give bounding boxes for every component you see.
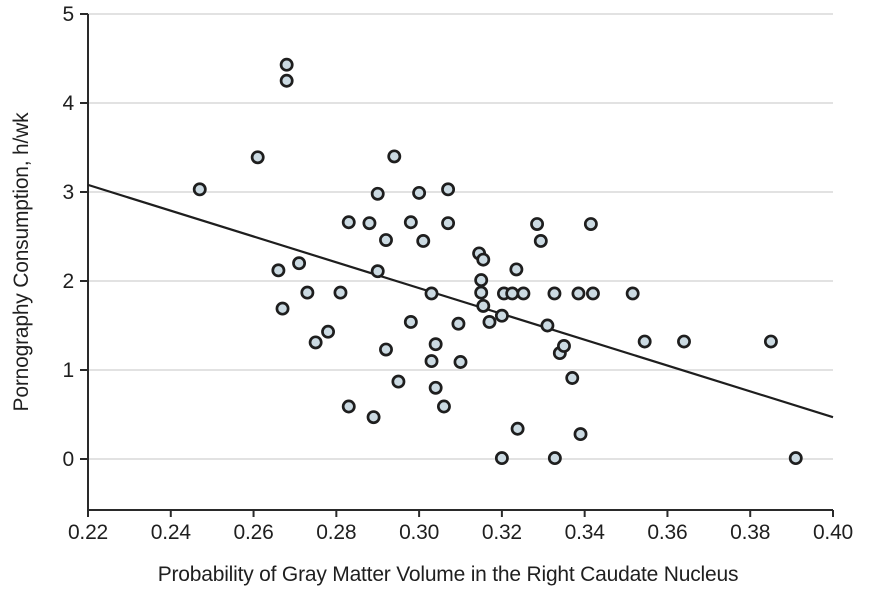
data-point-marker <box>308 335 323 350</box>
data-point-marker <box>509 262 524 277</box>
regression-line <box>87 183 834 419</box>
data-point-marker <box>547 451 562 466</box>
data-point-marker <box>370 264 385 279</box>
x-tick-label-0.4: 0.40 <box>813 521 853 544</box>
data-point-marker <box>279 73 294 88</box>
data-point-marker <box>192 182 207 197</box>
data-point-marker <box>424 354 439 369</box>
data-point-marker <box>441 216 456 231</box>
data-point-marker <box>516 286 531 301</box>
gridlines <box>88 13 833 460</box>
data-point-marker <box>436 399 451 414</box>
data-point-marker <box>379 342 393 357</box>
data-point-marker <box>482 314 497 329</box>
y-tick-label-3: 3 <box>63 181 74 204</box>
data-point-marker <box>547 286 562 301</box>
x-tick-label-0.24: 0.24 <box>151 521 192 544</box>
data-point-marker <box>510 421 525 436</box>
data-point-marker <box>453 355 468 369</box>
data-point-marker <box>366 410 381 425</box>
data-point-marker <box>505 286 520 301</box>
tick-labels: 0 1 2 3 4 5 0.22 0.24 0.26 0.28 0.30 0.32 0.34 0.36 0.… <box>63 3 854 544</box>
data-point-marker <box>451 316 466 331</box>
x-tick-label-0.22: 0.22 <box>68 521 108 544</box>
data-point-marker <box>279 57 294 72</box>
data-point-marker <box>530 217 545 231</box>
data-point-marker <box>788 451 803 466</box>
data-point-marker <box>250 150 265 165</box>
data-point-marker <box>333 285 348 300</box>
data-point-marker <box>474 273 489 288</box>
data-point-marker <box>763 334 778 349</box>
data-point-marker <box>476 252 491 267</box>
data-point-marker <box>416 233 431 248</box>
data-point-marker <box>341 399 356 414</box>
data-point-marker <box>573 427 588 442</box>
y-axis-title: Pornography Consumption, h/wk <box>10 112 33 412</box>
data-point-marker <box>391 374 406 389</box>
x-tick-label-0.28: 0.28 <box>316 521 356 544</box>
x-tick-label-0.34: 0.34 <box>565 521 606 544</box>
y-tick-label-5: 5 <box>63 3 74 26</box>
data-point-marker <box>557 339 571 353</box>
data-point-marker <box>387 149 402 164</box>
data-point-marker <box>533 233 548 248</box>
y-tick-label-0: 0 <box>63 448 74 471</box>
x-tick-label-0.3: 0.30 <box>399 521 439 544</box>
data-point-marker <box>571 286 586 301</box>
x-tick-label-0.38: 0.38 <box>730 521 770 544</box>
data-point-marker <box>271 263 286 278</box>
data-point-marker <box>494 451 509 466</box>
tick-marks <box>80 13 834 517</box>
data-point-marker <box>441 182 456 197</box>
data-point-marker <box>341 215 356 230</box>
data-point-marker <box>292 256 307 271</box>
x-tick-label-0.36: 0.36 <box>647 521 687 544</box>
x-tick-label-0.32: 0.32 <box>482 521 522 544</box>
data-point-marker <box>540 318 555 333</box>
data-point-marker <box>403 314 418 329</box>
trend-line <box>87 183 834 419</box>
y-tick-label-2: 2 <box>63 270 74 293</box>
data-point-marker <box>403 215 418 230</box>
data-point-marker <box>428 337 443 352</box>
data-point-marker <box>474 285 489 300</box>
data-point-marker <box>424 286 439 301</box>
data-point-marker <box>412 185 427 200</box>
x-tick-label-0.26: 0.26 <box>234 521 274 544</box>
data-point-marker <box>362 216 377 231</box>
data-point-marker <box>637 334 652 349</box>
data-point-marker <box>625 286 640 301</box>
data-point-marker <box>275 301 290 316</box>
y-tick-label-1: 1 <box>63 359 74 382</box>
data-point-marker <box>379 233 393 248</box>
data-point-marker <box>428 380 443 395</box>
data-point-marker <box>565 371 580 385</box>
data-point-marker <box>321 324 336 339</box>
data-point-marker <box>370 186 385 201</box>
data-point-marker <box>476 298 491 313</box>
data-point-marker <box>494 308 509 323</box>
data-point-marker <box>583 217 598 231</box>
data-point-marker <box>585 286 600 301</box>
x-axis-title: Probability of Gray Matter Volume in the… <box>158 563 739 586</box>
data-points <box>192 57 803 466</box>
data-point-marker <box>300 285 315 300</box>
axes-spines <box>87 14 833 511</box>
y-tick-label-4: 4 <box>63 92 75 115</box>
data-point-marker <box>677 334 691 349</box>
